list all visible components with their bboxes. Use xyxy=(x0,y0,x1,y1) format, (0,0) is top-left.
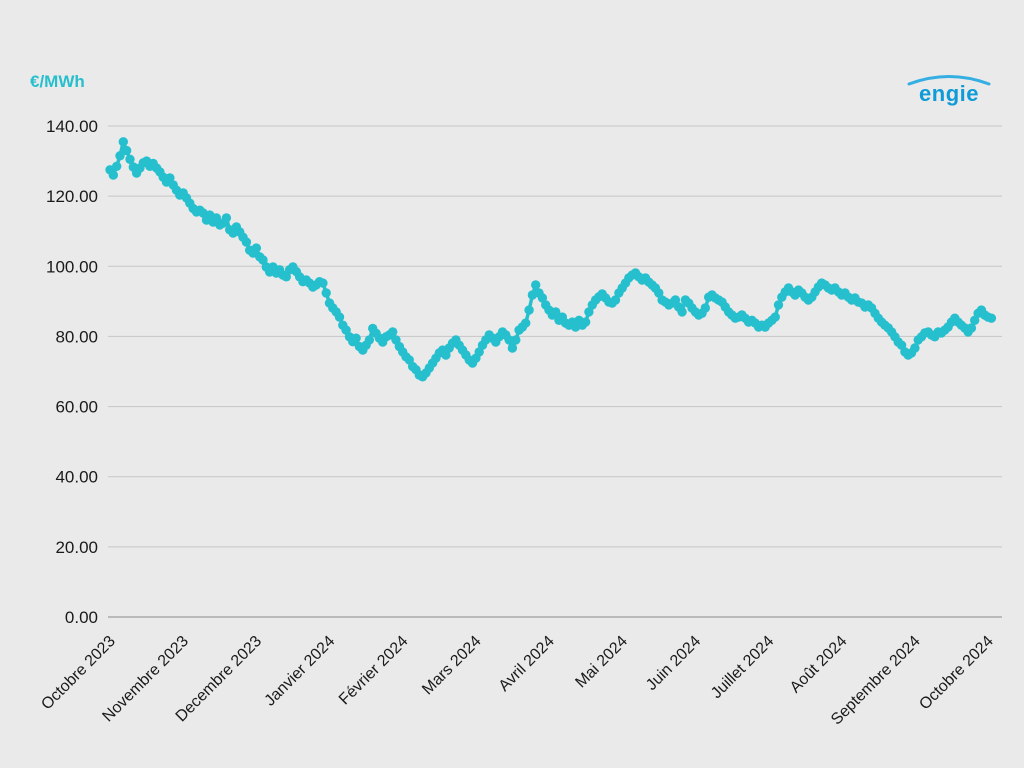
data-point xyxy=(121,145,132,156)
data-point xyxy=(351,333,361,343)
x-tick-label: Février 2024 xyxy=(336,633,412,709)
data-point xyxy=(441,350,451,360)
data-point xyxy=(221,213,232,223)
data-point xyxy=(670,295,681,305)
unit-label: €/MWh xyxy=(30,72,85,91)
data-point xyxy=(521,318,531,328)
data-point xyxy=(773,300,784,310)
x-tick-label: Août 2024 xyxy=(787,633,851,697)
data-point xyxy=(770,312,780,322)
data-point xyxy=(125,154,135,164)
data-point xyxy=(504,335,514,345)
data-point xyxy=(910,343,920,353)
data-point xyxy=(700,303,710,313)
data-point xyxy=(524,305,534,315)
data-point xyxy=(118,137,128,147)
data-point xyxy=(241,237,252,247)
data-point xyxy=(388,327,398,337)
x-tick-label: Juillet 2024 xyxy=(708,633,777,702)
data-point xyxy=(677,307,687,317)
data-point xyxy=(321,288,331,298)
data-point xyxy=(970,315,980,325)
data-point xyxy=(281,272,291,282)
data-point xyxy=(531,280,541,290)
y-tick-label: 60.00 xyxy=(55,398,98,417)
data-point xyxy=(364,335,375,345)
data-point xyxy=(511,335,521,345)
y-axis-labels: 0.00 20.00 40.00 60.00 80.00 100.00 120.00 140.… xyxy=(46,117,98,627)
y-tick-label: 20.00 xyxy=(55,538,98,557)
data-point xyxy=(654,288,664,298)
y-tick-label: 40.00 xyxy=(55,468,98,487)
data-point xyxy=(115,151,125,161)
x-tick-label: Octobre 2024 xyxy=(916,633,997,714)
gridlines xyxy=(108,125,1002,618)
data-point xyxy=(251,243,261,253)
y-tick-label: 120.00 xyxy=(46,187,98,206)
data-point xyxy=(507,343,518,353)
price-line xyxy=(108,140,994,379)
engie-logo: engie xyxy=(907,75,991,106)
data-point xyxy=(108,170,119,180)
x-tick-label: Mai 2024 xyxy=(572,633,631,692)
x-tick-label: Avril 2024 xyxy=(496,633,558,695)
data-point xyxy=(537,293,548,303)
x-tick-label: Janvier 2024 xyxy=(262,633,339,710)
engie-arc-icon xyxy=(907,75,991,86)
data-point xyxy=(112,161,122,171)
data-point xyxy=(580,317,591,327)
price-series-line xyxy=(105,137,997,382)
x-tick-label: Mars 2024 xyxy=(419,633,485,699)
x-tick-label: Juin 2024 xyxy=(643,633,704,694)
data-point xyxy=(610,295,621,305)
data-point xyxy=(258,255,268,265)
engie-wordmark: engie xyxy=(919,81,979,106)
data-point xyxy=(986,313,997,323)
y-tick-label: 140.00 xyxy=(46,117,98,136)
y-tick-label: 100.00 xyxy=(46,257,98,276)
data-point xyxy=(165,173,175,183)
data-point xyxy=(966,323,977,333)
data-point xyxy=(318,278,328,288)
data-point xyxy=(551,307,561,317)
data-point xyxy=(211,213,222,223)
data-point xyxy=(334,312,345,322)
y-tick-label: 0.00 xyxy=(65,608,98,627)
x-tick-label: Octobre 2023 xyxy=(38,633,119,714)
y-tick-label: 80.00 xyxy=(55,327,98,346)
data-point xyxy=(584,307,594,317)
